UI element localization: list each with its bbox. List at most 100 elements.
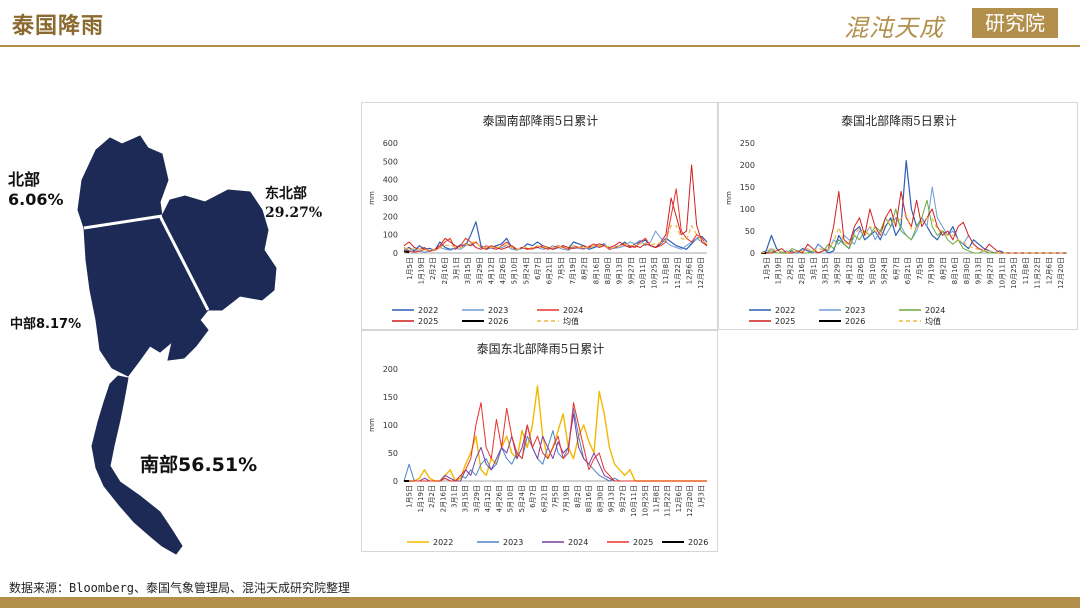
x-tick-label: 7月5日 bbox=[552, 485, 560, 508]
legend-label-2022: 2022 bbox=[433, 538, 453, 547]
x-tick-label: 3月15日 bbox=[822, 257, 830, 284]
x-tick-label: 3月1日 bbox=[452, 257, 460, 280]
x-tick-label: 7月19日 bbox=[569, 257, 577, 284]
y-tick-label: 0 bbox=[393, 249, 398, 258]
x-tick-label: 5月24日 bbox=[518, 485, 526, 512]
x-tick-label: 8月30日 bbox=[596, 485, 604, 512]
x-tick-label: 8月30日 bbox=[963, 257, 971, 284]
map-label-northeast-name: 东北部 bbox=[265, 186, 307, 202]
y-axis-label: mm bbox=[368, 418, 376, 432]
x-tick-label: 8月2日 bbox=[574, 485, 582, 508]
x-tick-label: 10月11日 bbox=[998, 257, 1006, 289]
map-south-region bbox=[91, 375, 183, 555]
x-tick-label: 2月2日 bbox=[429, 257, 437, 280]
x-tick-label: 6月7日 bbox=[529, 485, 537, 508]
series-line-2025 bbox=[403, 164, 708, 252]
map-north-region bbox=[77, 135, 169, 231]
series-line-2025 bbox=[404, 402, 707, 482]
y-tick-label: 100 bbox=[383, 421, 398, 430]
x-tick-label: 1月3日 bbox=[697, 485, 705, 508]
chart-panel-north: 泰国北部降雨5日累计 mm 0 50 100 150 200 250 1月5日 1月19日 2月2日… bbox=[718, 102, 1078, 330]
logo-box: 研究院 bbox=[972, 8, 1058, 38]
y-tick-label: 150 bbox=[740, 183, 755, 192]
x-tick-label: 9月13日 bbox=[975, 257, 983, 284]
x-tick-label: 2月2日 bbox=[428, 485, 436, 508]
legend-label-2026: 2026 bbox=[688, 538, 708, 547]
y-tick-label: 500 bbox=[383, 157, 398, 166]
y-axis-label: mm bbox=[725, 191, 733, 205]
x-tick-label: 7月19日 bbox=[928, 257, 936, 284]
map-central-region bbox=[83, 215, 209, 377]
x-tick-label: 11月8日 bbox=[662, 257, 670, 284]
x-tick-label: 5月10日 bbox=[511, 257, 519, 284]
chart-panel-south: 泰国南部降雨5日累计 mm 0 100 200 300 400 500 600 1月5日 1月19日… bbox=[361, 102, 718, 330]
series-line-均值 bbox=[403, 224, 708, 251]
x-tick-label: 11月8日 bbox=[1022, 257, 1030, 284]
chart-panel-northeast: 泰国东北部降雨5日累计 mm 0 50 100 150 200 1月5日 1月19日 2月2日 2月… bbox=[361, 330, 718, 552]
chart-northeast-svg: 泰国东北部降雨5日累计 mm 0 50 100 150 200 1月5日 1月19日 2月2日 2月… bbox=[368, 341, 708, 547]
y-tick-label: 0 bbox=[750, 249, 755, 258]
map-southeast-coast bbox=[167, 319, 209, 361]
x-tick-label: 11月8日 bbox=[653, 485, 661, 512]
y-axis-label: mm bbox=[368, 191, 376, 205]
y-tick-label: 250 bbox=[740, 139, 755, 148]
legend-label-2023: 2023 bbox=[845, 306, 865, 315]
x-tick-label: 7月5日 bbox=[557, 257, 565, 280]
legend-label-2023: 2023 bbox=[503, 538, 523, 547]
chart-south-svg: 泰国南部降雨5日累计 mm 0 100 200 300 400 500 600 1月5日 1月19日… bbox=[368, 113, 708, 326]
x-tick-label: 4月26日 bbox=[857, 257, 865, 284]
x-tick-label: 5月24日 bbox=[881, 257, 889, 284]
x-tick-label: 1月19日 bbox=[775, 257, 783, 284]
x-tick-label: 10月25日 bbox=[1010, 257, 1018, 289]
x-tick-label: 11月22日 bbox=[674, 257, 682, 289]
header-bar: 泰国降雨 混沌天成 研究院 bbox=[0, 0, 1080, 47]
x-tick-label: 7月19日 bbox=[563, 485, 571, 512]
y-tick-label: 150 bbox=[383, 393, 398, 402]
x-tick-label: 3月1日 bbox=[810, 257, 818, 280]
x-tick-label: 12月20日 bbox=[1057, 257, 1065, 289]
x-tick-label: 12月6日 bbox=[675, 485, 683, 512]
x-tick-label: 5月10日 bbox=[507, 485, 515, 512]
x-tick-label: 10月11日 bbox=[639, 257, 647, 289]
x-tick-label: 4月26日 bbox=[499, 257, 507, 284]
x-tick-label: 10月25日 bbox=[651, 257, 659, 289]
x-tick-label: 9月27日 bbox=[627, 257, 635, 284]
series-line-2026 bbox=[403, 250, 410, 254]
logo-text: 混沌天成 bbox=[844, 14, 944, 42]
x-tick-label: 3月29日 bbox=[473, 485, 481, 512]
chart-north-svg: 泰国北部降雨5日累计 mm 0 50 100 150 200 250 1月5日 1月19日 2月2日… bbox=[725, 113, 1067, 326]
x-tick-label: 10月11日 bbox=[630, 485, 638, 517]
x-tick-label: 12月20日 bbox=[686, 485, 694, 517]
chart-title: 泰国北部降雨5日累计 bbox=[841, 113, 957, 128]
x-tick-label: 5月10日 bbox=[869, 257, 877, 284]
x-tick-label: 6月21日 bbox=[904, 257, 912, 284]
x-tick-label: 1月19日 bbox=[417, 257, 425, 284]
series-line-2022 bbox=[760, 159, 1067, 254]
x-tick-label: 8月2日 bbox=[581, 257, 589, 280]
x-tick-label: 8月30日 bbox=[604, 257, 612, 284]
legend-label-2025: 2025 bbox=[418, 317, 438, 326]
y-tick-label: 0 bbox=[393, 477, 398, 486]
x-tick-label: 5月24日 bbox=[522, 257, 530, 284]
x-tick-label: 3月1日 bbox=[451, 485, 459, 508]
x-tick-label: 9月13日 bbox=[616, 257, 624, 284]
map-label-northeast-pct: 29.27% bbox=[265, 205, 323, 221]
y-tick-label: 200 bbox=[383, 212, 398, 221]
y-tick-label: 400 bbox=[383, 176, 398, 185]
map-label-northeast: 东北部 29.27% bbox=[265, 185, 322, 223]
page-title: 泰国降雨 bbox=[12, 13, 105, 39]
legend-label-均值: 均值 bbox=[563, 316, 579, 326]
chart-title: 泰国东北部降雨5日累计 bbox=[477, 341, 605, 356]
x-tick-label: 3月15日 bbox=[464, 257, 472, 284]
x-tick-label: 8月16日 bbox=[592, 257, 600, 284]
map-label-north-name: 北部 bbox=[8, 170, 41, 189]
series-line-2022 bbox=[404, 385, 707, 482]
legend-label-2024: 2024 bbox=[925, 306, 945, 315]
x-tick-label: 2月16日 bbox=[798, 257, 806, 284]
x-tick-label: 12月6日 bbox=[1045, 257, 1053, 284]
chart-title: 泰国南部降雨5日累计 bbox=[483, 113, 599, 128]
legend-label-2026: 2026 bbox=[488, 317, 508, 326]
legend-label-2024: 2024 bbox=[563, 306, 583, 315]
x-tick-label: 1月5日 bbox=[406, 257, 414, 280]
map-label-central: 中部8.17% bbox=[10, 317, 82, 332]
